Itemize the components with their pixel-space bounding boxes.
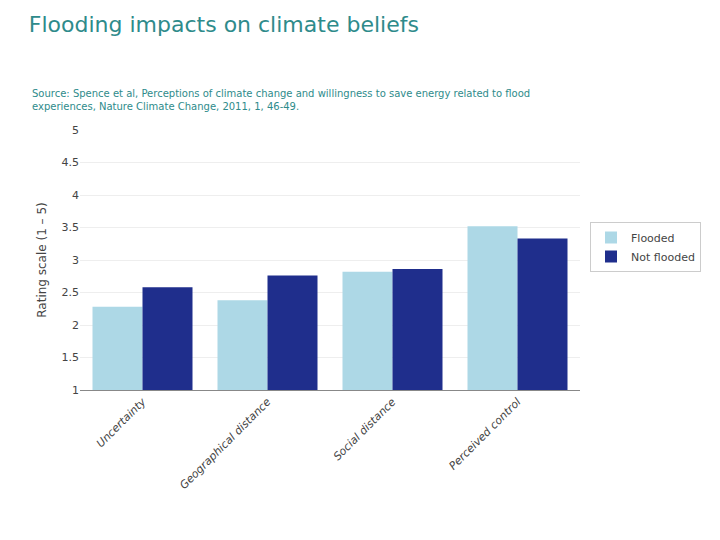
svg-text:Flooded: Flooded bbox=[631, 232, 675, 245]
svg-text:3.5: 3.5 bbox=[62, 221, 80, 234]
svg-text:Perceived control: Perceived control bbox=[446, 396, 523, 473]
svg-text:Geographical distance: Geographical distance bbox=[177, 395, 273, 491]
svg-text:4: 4 bbox=[72, 189, 79, 202]
svg-text:1.5: 1.5 bbox=[62, 351, 80, 364]
svg-text:2.5: 2.5 bbox=[62, 286, 80, 299]
svg-text:2: 2 bbox=[72, 319, 79, 332]
svg-text:5: 5 bbox=[72, 124, 79, 137]
svg-text:Source: Spence et al, Percepti: Source: Spence et al, Perceptions of cli… bbox=[32, 88, 530, 112]
svg-text:Uncertainty: Uncertainty bbox=[94, 395, 149, 450]
svg-text:4.5: 4.5 bbox=[62, 156, 80, 169]
svg-text:Rating scale (1 – 5): Rating scale (1 – 5) bbox=[35, 202, 49, 318]
svg-text:Flooding impacts on climate be: Flooding impacts on climate beliefs bbox=[29, 12, 419, 37]
svg-text:Social distance: Social distance bbox=[331, 395, 399, 463]
svg-text:Not flooded: Not flooded bbox=[631, 251, 695, 264]
svg-text:1: 1 bbox=[72, 384, 79, 397]
svg-text:3: 3 bbox=[72, 254, 79, 267]
